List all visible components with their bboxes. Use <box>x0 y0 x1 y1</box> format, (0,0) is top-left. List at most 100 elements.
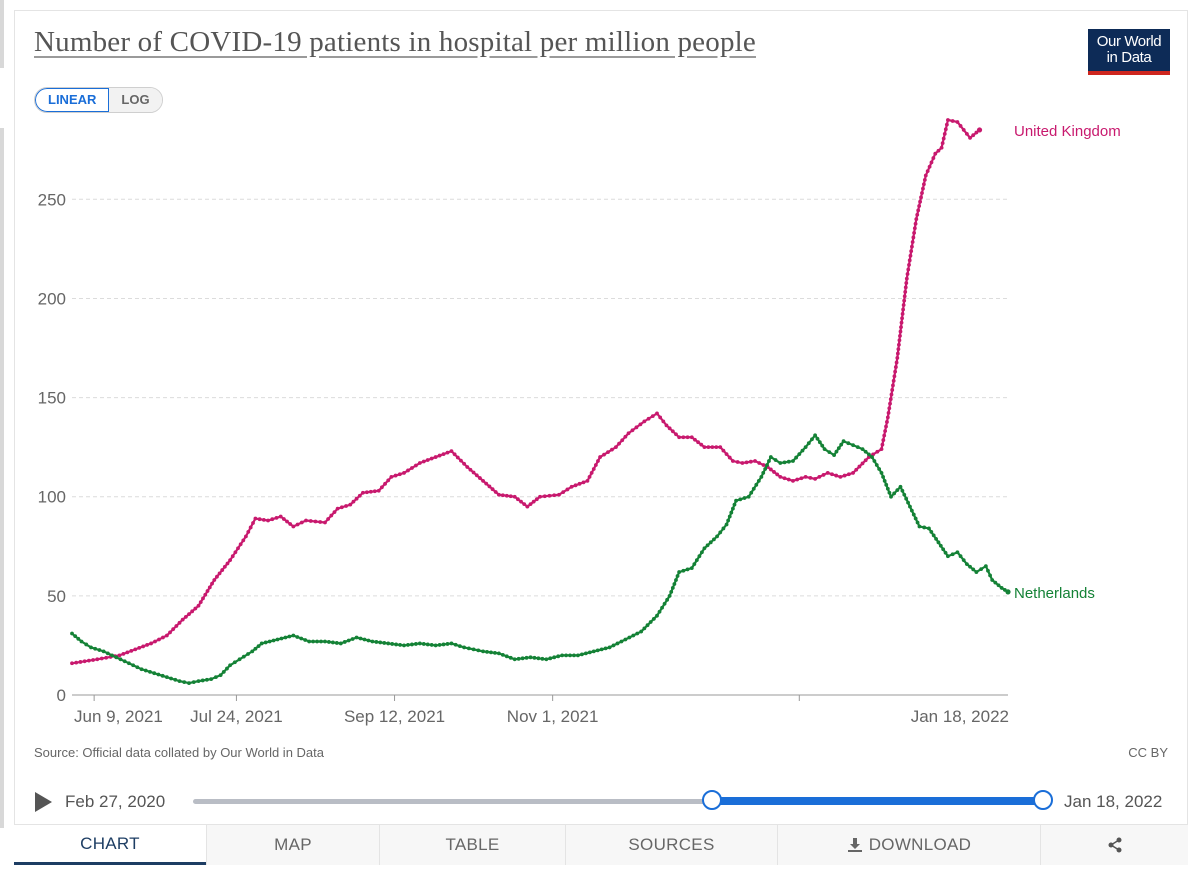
log-scale-button[interactable]: LOG <box>109 88 162 112</box>
data-point <box>591 467 596 471</box>
data-point <box>689 566 694 571</box>
data-point <box>674 578 678 582</box>
series-label-nl: Netherlands <box>1014 585 1095 602</box>
data-point <box>664 423 669 428</box>
data-point <box>334 641 339 645</box>
logo-line2: in Data <box>1106 49 1152 66</box>
data-point <box>581 480 586 485</box>
data-point <box>382 641 387 645</box>
tab-sources[interactable]: SOURCES <box>565 825 777 865</box>
data-point <box>735 460 740 464</box>
data-point <box>988 573 992 578</box>
tab-chart[interactable]: CHART <box>14 825 206 865</box>
timeline-start-label: Feb 27, 2020 <box>65 792 166 811</box>
license-link[interactable]: CC BY <box>1128 745 1168 760</box>
data-point <box>908 504 912 509</box>
timeline-start-handle[interactable] <box>701 790 722 810</box>
linear-scale-button[interactable]: LINEAR <box>35 88 110 112</box>
data-point <box>114 655 119 660</box>
data-point <box>445 450 450 455</box>
data-point <box>904 281 909 285</box>
data-point <box>528 502 533 507</box>
data-point <box>376 488 381 493</box>
data-point <box>531 499 536 504</box>
data-point <box>148 669 152 674</box>
data-point <box>536 656 541 661</box>
tab-table[interactable]: TABLE <box>379 825 565 865</box>
data-point <box>329 513 334 518</box>
data-point <box>899 320 904 325</box>
data-point <box>281 517 286 521</box>
data-point <box>91 658 95 662</box>
data-point <box>883 429 888 433</box>
data-point <box>168 630 172 635</box>
data-point <box>542 494 547 499</box>
data-point <box>76 636 81 641</box>
data-point <box>225 666 229 671</box>
data-point <box>677 570 682 574</box>
data-point <box>193 606 198 611</box>
data-point <box>127 661 131 666</box>
data-point <box>73 634 78 639</box>
chart-title[interactable]: Number of COVID-19 patients in hospital … <box>34 26 756 58</box>
data-point <box>710 445 715 450</box>
data-point <box>905 272 910 276</box>
data-point <box>267 639 272 644</box>
data-point <box>855 445 860 450</box>
data-point <box>627 635 632 640</box>
data-point <box>270 517 275 522</box>
data-point <box>217 571 222 576</box>
data-point <box>748 459 753 464</box>
data-point <box>903 285 908 290</box>
data-point <box>500 493 505 498</box>
source-note: Source: Official data collated by Our Wo… <box>34 745 324 760</box>
data-point <box>846 472 851 477</box>
data-point <box>99 656 104 661</box>
data-point <box>364 490 369 495</box>
data-point <box>455 455 460 460</box>
data-point <box>851 443 855 448</box>
data-point <box>449 641 454 646</box>
data-point <box>888 397 893 402</box>
line-chart: 0 50 100 150 200 250 Jun 9, 2021 Jul 24, 2021 Se… <box>38 118 1121 726</box>
data-point <box>715 534 719 539</box>
data-point <box>648 620 653 624</box>
data-point <box>196 679 201 684</box>
data-point <box>599 647 604 652</box>
timeline-track[interactable] <box>193 799 1043 804</box>
data-point <box>908 253 913 258</box>
tab-label: DOWNLOAD <box>868 835 972 854</box>
timeline-end-handle[interactable] <box>1033 790 1053 810</box>
data-point <box>877 467 882 471</box>
tab-share[interactable] <box>1040 825 1188 865</box>
data-point <box>918 199 922 204</box>
data-point <box>958 554 963 559</box>
data-point <box>964 131 969 136</box>
data-point <box>520 656 525 661</box>
data-point <box>161 635 165 640</box>
data-point <box>817 440 822 445</box>
tab-map[interactable]: MAP <box>206 825 379 865</box>
data-point <box>889 392 894 397</box>
data-point <box>922 525 927 530</box>
data-point <box>487 484 492 489</box>
data-point <box>354 496 359 501</box>
data-point <box>882 433 887 438</box>
data-point <box>390 642 395 646</box>
data-point <box>157 637 161 642</box>
play-icon[interactable] <box>35 792 52 812</box>
data-point <box>615 641 620 646</box>
data-point <box>74 660 79 665</box>
tab-label: SOURCES <box>628 835 715 854</box>
y-tick-label: 200 <box>38 289 66 308</box>
data-point <box>496 651 501 656</box>
chart-frame <box>14 10 1188 865</box>
data-point <box>143 668 148 673</box>
data-point <box>228 558 233 563</box>
y-tick-label: 150 <box>38 389 66 408</box>
data-point <box>860 461 865 466</box>
data-point <box>393 473 398 478</box>
data-point <box>839 442 844 447</box>
owid-logo[interactable]: Our World in Data <box>1088 29 1170 75</box>
tab-download[interactable]: DOWNLOAD <box>777 825 1040 865</box>
